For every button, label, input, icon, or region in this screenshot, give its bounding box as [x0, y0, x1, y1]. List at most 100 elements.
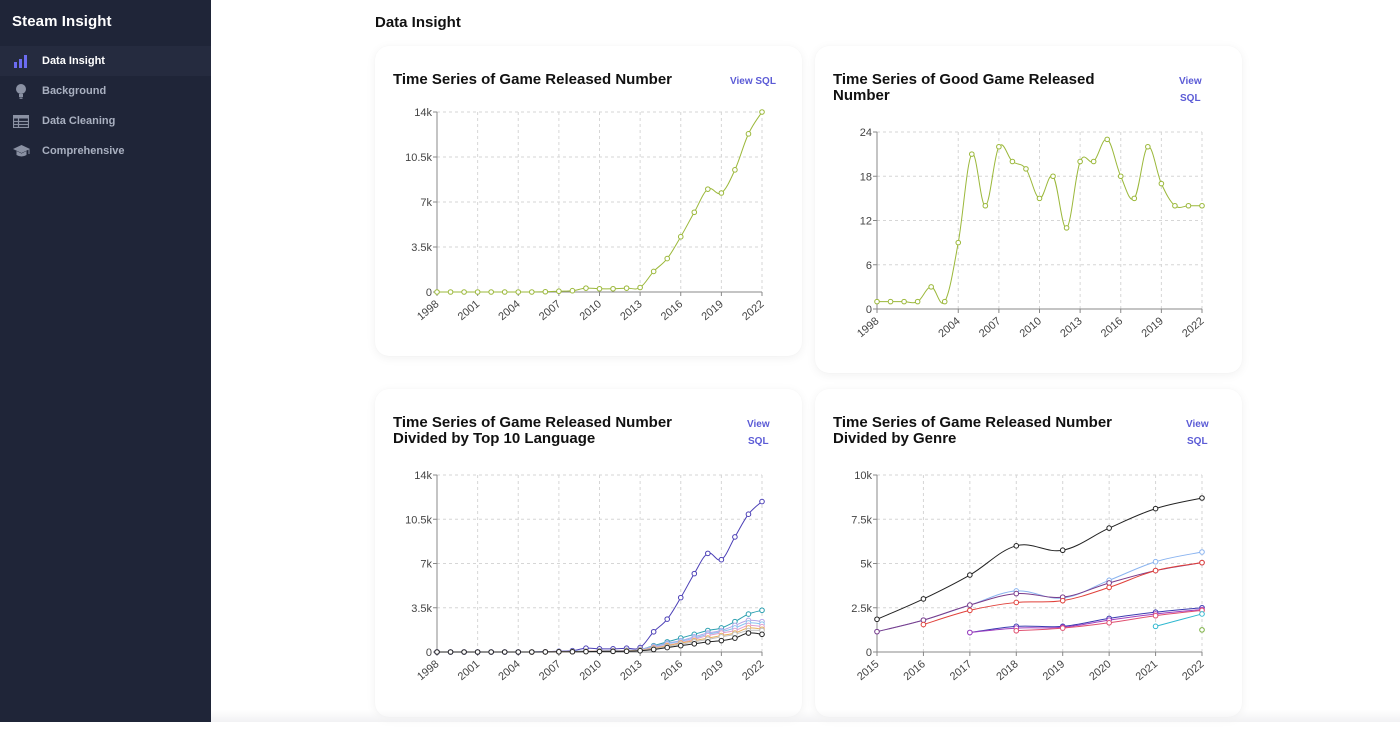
series-6: [1013, 607, 1205, 634]
view-sql-link[interactable]: View SQL: [1179, 73, 1202, 107]
series-0: [874, 136, 1205, 305]
data-point: [650, 628, 657, 635]
chart-language: 0 3.5k 7k 10.5k 14k 1998 2001 2004 2007 2010 2013 2…: [405, 470, 766, 683]
x-tick-label: 2013: [618, 658, 644, 683]
page-bottom-fade: [211, 710, 1400, 722]
view-sql-link[interactable]: View SQL: [730, 76, 776, 87]
card-title: Time Series of Game Released Number: [393, 71, 673, 88]
sidebar-item-comprehensive[interactable]: Comprehensive: [0, 136, 211, 166]
data-point: [1185, 202, 1192, 209]
data-point: [677, 594, 684, 601]
series-5: [967, 606, 1205, 636]
series-1: [528, 607, 765, 655]
data-point: [1009, 158, 1016, 165]
card-title-line: Divided by Top 10 Language: [393, 430, 596, 447]
data-point: [1172, 202, 1178, 209]
x-tick-label: 1998: [415, 658, 441, 683]
data-point: [677, 233, 684, 240]
sidebar-item-background[interactable]: Background: [0, 76, 211, 106]
data-point: [501, 289, 508, 295]
data-point: [1013, 599, 1020, 606]
x-tick-label: 2017: [948, 658, 974, 683]
chart-grid: [876, 131, 1203, 310]
data-point: [583, 648, 589, 655]
x-tick-label: 1998: [415, 298, 441, 323]
data-point: [928, 284, 934, 290]
data-point: [569, 287, 576, 294]
data-point: [461, 289, 467, 295]
data-point: [1152, 558, 1159, 565]
x-tick-label: 2010: [578, 658, 604, 683]
view-sql-link[interactable]: View SQL: [747, 416, 770, 450]
data-point: [968, 151, 975, 157]
x-tick-label: 2004: [496, 298, 522, 323]
data-point: [596, 648, 603, 655]
data-point: [745, 630, 752, 636]
data-point: [1036, 195, 1043, 202]
view-sql-link[interactable]: View SQL: [1186, 416, 1209, 450]
chart-grid: [436, 111, 763, 293]
data-point: [1199, 495, 1205, 501]
x-tick-label: 2022: [740, 658, 766, 683]
data-point: [664, 616, 671, 622]
series-line: [969, 609, 1203, 634]
data-point: [759, 607, 765, 614]
data-point: [718, 556, 725, 563]
x-tick-label: 2007: [537, 658, 563, 683]
series-0: [874, 495, 1205, 623]
chart-card-good-game-released: Time Series of Good Game Released Number…: [815, 46, 1242, 373]
y-tick-label: 3.5k: [411, 603, 432, 615]
series-line: [876, 497, 1203, 620]
sidebar-item-label: Data Insight: [42, 55, 105, 67]
main-content: Data Insight Time Series of Game Release…: [211, 0, 1400, 722]
sidebar-item-data-insight[interactable]: Data Insight: [0, 46, 211, 76]
y-tick-label: 7k: [420, 559, 432, 571]
x-tick-label: 2001: [456, 658, 482, 683]
data-point: [461, 649, 467, 655]
bar-chart-icon: [12, 53, 30, 69]
x-tick-label: 2001: [456, 298, 482, 323]
data-point: [718, 637, 725, 644]
x-tick-label: 2018: [994, 658, 1020, 683]
series-3: [920, 559, 1205, 628]
sidebar-nav: Data Insight Background Data Cleaning Co…: [0, 46, 211, 166]
data-point: [705, 186, 711, 192]
x-tick-label: 2019: [1041, 658, 1067, 683]
data-point: [691, 570, 698, 577]
y-tick-label: 10.5k: [405, 514, 432, 526]
card-title: Time Series of Game Released Number Divi…: [393, 415, 672, 447]
data-point: [955, 239, 962, 246]
data-point: [1023, 166, 1029, 172]
data-point: [664, 644, 671, 651]
data-point: [901, 298, 907, 305]
chart-game-released: 0 3.5k 7k 10.5k 14k 1998 2001 2004 2007 2010 2013 2…: [405, 107, 766, 323]
data-point: [1106, 584, 1112, 591]
sidebar-item-data-cleaning[interactable]: Data Cleaning: [0, 106, 211, 136]
data-point: [1059, 625, 1066, 631]
data-point: [623, 285, 630, 291]
series-line: [531, 609, 763, 653]
view-sql-line: SQL: [1180, 93, 1201, 104]
data-point: [759, 498, 765, 505]
x-tick-label: 2013: [1058, 315, 1084, 340]
data-point: [542, 649, 549, 655]
data-point: [447, 289, 454, 295]
sidebar: Steam Insight Data Insight Background Da…: [0, 0, 211, 722]
y-tick-label: 12: [860, 216, 872, 228]
chart-genre: 0 2.5k 5k 7.5k 10k 2015 2016 2017 2018 2019 2020 20…: [851, 470, 1206, 683]
y-tick-label: 5k: [860, 559, 872, 571]
data-point: [920, 596, 927, 602]
y-tick-label: 7.5k: [851, 514, 872, 526]
data-point: [745, 511, 752, 517]
card-title-line: Divided by Genre: [833, 430, 957, 447]
data-point: [637, 284, 643, 291]
data-point: [1104, 136, 1111, 143]
data-point: [528, 649, 535, 655]
x-tick-label: 2004: [496, 658, 522, 683]
chart-card-language: Time Series of Game Released Number Divi…: [375, 389, 802, 717]
data-point: [732, 167, 738, 173]
x-tick-label: 2019: [1139, 315, 1165, 340]
data-point: [1090, 158, 1097, 165]
x-tick-label: 1998: [855, 315, 881, 340]
data-point: [1152, 612, 1159, 619]
